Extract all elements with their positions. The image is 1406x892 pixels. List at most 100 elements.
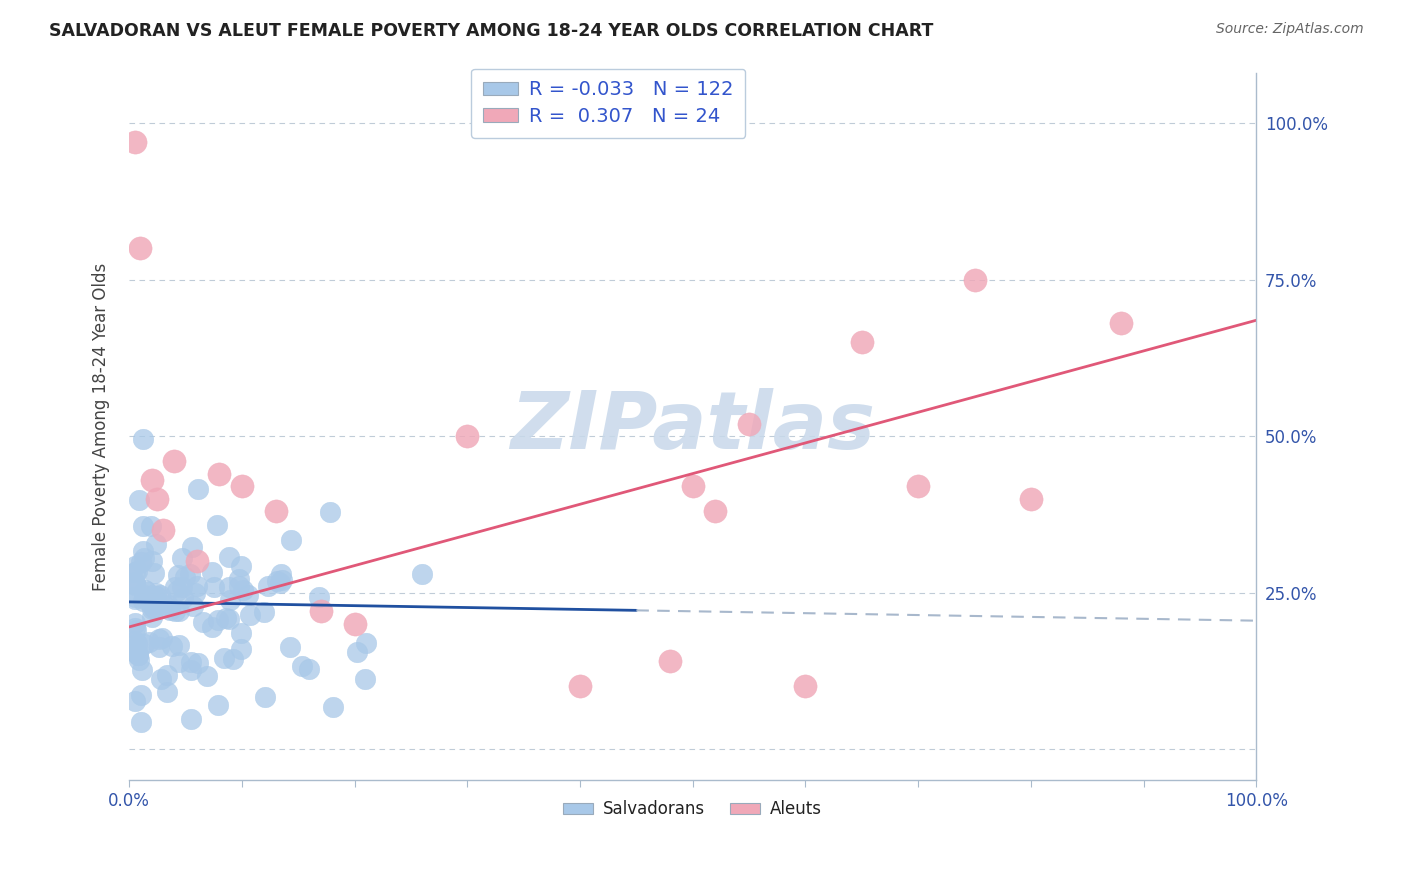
Point xyxy=(145,537,167,551)
Point xyxy=(231,479,253,493)
Point xyxy=(141,473,163,487)
Point xyxy=(278,640,301,654)
Point xyxy=(229,559,252,574)
Point xyxy=(201,565,224,579)
Point xyxy=(124,578,146,592)
Point xyxy=(131,518,153,533)
Point xyxy=(181,599,204,613)
Point xyxy=(215,611,238,625)
Point xyxy=(148,640,170,654)
Point xyxy=(142,597,165,611)
Legend: Salvadorans, Aleuts: Salvadorans, Aleuts xyxy=(557,794,830,825)
Point xyxy=(214,651,236,665)
Point xyxy=(131,663,153,677)
Point xyxy=(129,241,152,255)
Y-axis label: Female Poverty Among 18-24 Year Olds: Female Poverty Among 18-24 Year Olds xyxy=(93,262,110,591)
Point xyxy=(134,583,156,598)
Point xyxy=(124,135,146,149)
Point xyxy=(124,575,146,590)
Point xyxy=(218,550,240,565)
Point xyxy=(141,609,163,624)
Point xyxy=(163,454,186,468)
Point xyxy=(124,576,146,591)
Point xyxy=(145,589,167,603)
Point xyxy=(157,598,180,612)
Point xyxy=(132,588,155,602)
Point xyxy=(269,576,291,591)
Point xyxy=(569,680,592,694)
Point xyxy=(191,615,214,630)
Point xyxy=(169,604,191,618)
Point xyxy=(145,586,167,600)
Point xyxy=(264,504,287,518)
Point xyxy=(322,700,344,714)
Point xyxy=(266,574,288,588)
Point xyxy=(907,479,929,493)
Point xyxy=(184,586,207,600)
Point xyxy=(124,565,146,579)
Point xyxy=(124,558,146,573)
Point xyxy=(173,570,195,584)
Point xyxy=(187,482,209,496)
Point xyxy=(794,680,817,694)
Point xyxy=(128,493,150,508)
Point xyxy=(138,635,160,649)
Point xyxy=(218,581,240,595)
Point xyxy=(738,417,761,431)
Point xyxy=(142,590,165,604)
Point xyxy=(127,648,149,662)
Point xyxy=(207,698,229,713)
Point xyxy=(252,605,274,619)
Point xyxy=(128,653,150,667)
Point xyxy=(186,554,208,568)
Point xyxy=(207,613,229,627)
Point xyxy=(138,594,160,608)
Point xyxy=(125,624,148,638)
Point xyxy=(146,491,169,506)
Text: Source: ZipAtlas.com: Source: ZipAtlas.com xyxy=(1216,22,1364,37)
Point xyxy=(180,656,202,670)
Point xyxy=(141,602,163,616)
Point xyxy=(659,654,682,668)
Point xyxy=(186,656,208,670)
Point xyxy=(167,655,190,669)
Point xyxy=(162,639,184,653)
Point xyxy=(166,584,188,599)
Point xyxy=(456,429,478,443)
Point xyxy=(851,335,873,350)
Point xyxy=(354,672,377,686)
Point xyxy=(124,641,146,656)
Point xyxy=(132,544,155,558)
Point xyxy=(143,600,166,615)
Point xyxy=(201,619,224,633)
Point xyxy=(346,644,368,658)
Point xyxy=(167,568,190,582)
Point xyxy=(124,621,146,635)
Point xyxy=(218,612,240,626)
Point xyxy=(186,578,208,592)
Point xyxy=(238,588,260,602)
Point xyxy=(254,690,277,704)
Point xyxy=(156,667,179,681)
Point xyxy=(207,518,229,533)
Point xyxy=(165,604,187,618)
Point xyxy=(124,634,146,648)
Point xyxy=(170,551,193,566)
Point xyxy=(195,669,218,683)
Point xyxy=(280,533,302,548)
Text: SALVADORAN VS ALEUT FEMALE POVERTY AMONG 18-24 YEAR OLDS CORRELATION CHART: SALVADORAN VS ALEUT FEMALE POVERTY AMONG… xyxy=(49,22,934,40)
Point xyxy=(143,566,166,580)
Point xyxy=(180,712,202,726)
Point xyxy=(167,638,190,652)
Point xyxy=(124,616,146,631)
Point xyxy=(165,581,187,595)
Point xyxy=(343,616,366,631)
Point xyxy=(170,581,193,595)
Point xyxy=(148,632,170,647)
Point xyxy=(124,640,146,655)
Point xyxy=(127,648,149,662)
Point xyxy=(172,591,194,606)
Point xyxy=(134,551,156,566)
Point xyxy=(156,685,179,699)
Point xyxy=(159,603,181,617)
